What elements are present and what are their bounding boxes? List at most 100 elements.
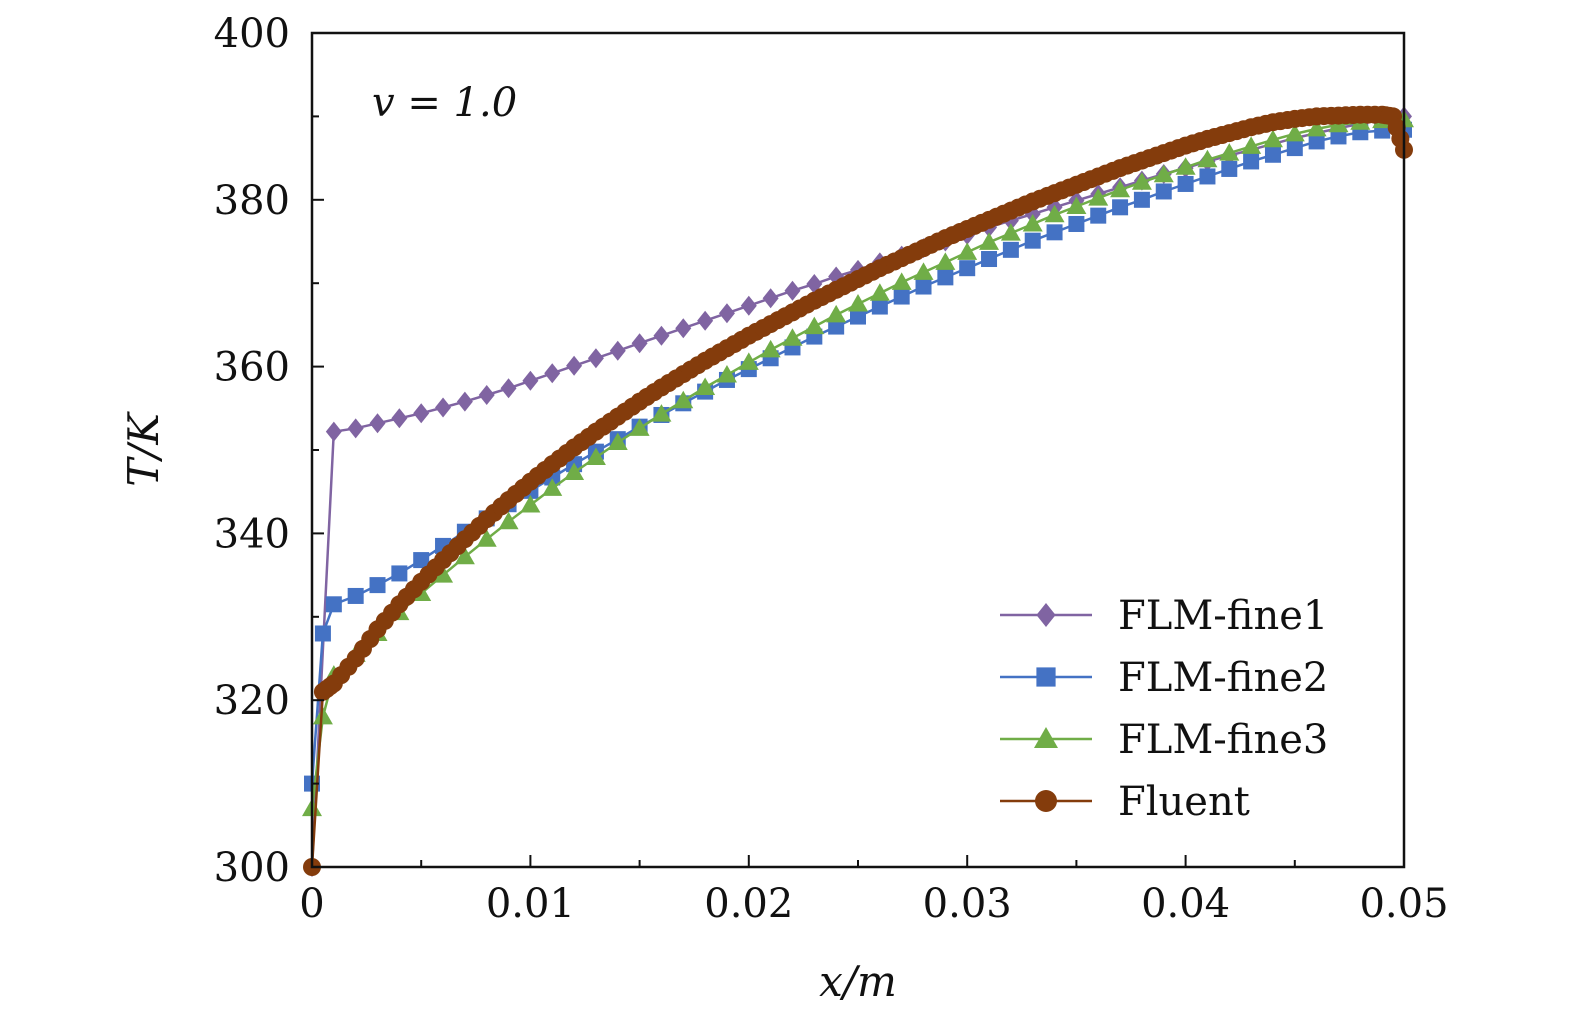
data-point bbox=[564, 462, 585, 481]
legend-swatch-marker bbox=[1035, 790, 1057, 812]
data-point bbox=[740, 295, 757, 316]
data-point bbox=[776, 307, 795, 326]
data-point bbox=[1213, 126, 1231, 145]
data-point bbox=[369, 577, 386, 594]
data-point bbox=[1081, 170, 1100, 189]
data-point bbox=[907, 242, 926, 261]
data-point bbox=[950, 223, 969, 242]
data-point bbox=[850, 308, 866, 325]
y-tick-label: 300 bbox=[214, 845, 290, 891]
data-point bbox=[1044, 204, 1065, 223]
data-point bbox=[607, 432, 628, 450]
data-point bbox=[413, 552, 430, 569]
data-point bbox=[1306, 118, 1327, 137]
data-point bbox=[1262, 129, 1283, 148]
data-point bbox=[631, 333, 648, 354]
data-point bbox=[557, 444, 576, 463]
x-tick-label: 0.03 bbox=[923, 881, 1012, 927]
data-point bbox=[1155, 183, 1172, 200]
data-point bbox=[653, 325, 670, 346]
data-point bbox=[981, 251, 998, 268]
data-point bbox=[314, 625, 331, 642]
data-point bbox=[520, 495, 541, 513]
legend-item-flm-fine3: FLM-fine3 bbox=[1000, 717, 1328, 763]
data-point bbox=[1103, 161, 1122, 180]
data-point bbox=[819, 284, 838, 303]
data-point bbox=[629, 418, 650, 436]
data-point bbox=[609, 340, 626, 361]
data-point bbox=[738, 352, 759, 370]
data-point bbox=[762, 288, 779, 309]
data-point bbox=[587, 348, 604, 369]
y-tick-label: 340 bbox=[214, 511, 290, 557]
data-point bbox=[1191, 132, 1210, 151]
data-point bbox=[325, 421, 342, 442]
data-point bbox=[347, 418, 364, 439]
data-point bbox=[782, 328, 803, 346]
data-point bbox=[871, 298, 888, 315]
data-point bbox=[841, 273, 860, 292]
data-point bbox=[1110, 179, 1131, 198]
data-point bbox=[667, 369, 685, 388]
data-point bbox=[937, 269, 954, 286]
data-point bbox=[1060, 178, 1079, 197]
data-point bbox=[913, 262, 934, 280]
data-point bbox=[885, 252, 904, 271]
legend-item-flm-fine2: FLM-fine2 bbox=[1000, 655, 1328, 701]
series-flm-fine3 bbox=[302, 109, 1414, 817]
data-point bbox=[710, 343, 729, 362]
data-point bbox=[514, 478, 533, 497]
data-point bbox=[383, 603, 402, 622]
data-point bbox=[1153, 164, 1174, 183]
data-point bbox=[1391, 129, 1410, 148]
data-point bbox=[454, 546, 475, 565]
data-point bbox=[798, 295, 817, 314]
x-tick-label: 0.02 bbox=[704, 881, 793, 927]
series-fluent-dense bbox=[317, 105, 1410, 699]
data-point bbox=[1022, 213, 1043, 232]
data-point bbox=[448, 537, 467, 556]
data-point bbox=[1016, 195, 1035, 214]
data-point bbox=[623, 397, 642, 416]
data-point bbox=[1088, 188, 1109, 206]
data-point bbox=[1169, 139, 1188, 158]
data-point bbox=[688, 356, 707, 375]
data-point bbox=[972, 213, 991, 232]
series-layer bbox=[302, 105, 1414, 877]
y-tick-label: 360 bbox=[214, 345, 290, 391]
data-point bbox=[1147, 146, 1166, 165]
data-point bbox=[869, 283, 890, 301]
data-point bbox=[784, 280, 801, 301]
data-point bbox=[325, 596, 342, 613]
data-point bbox=[426, 558, 445, 577]
data-point bbox=[732, 330, 751, 349]
legend: FLM-fine1 FLM-fine2 FLM-fine3 Fluent bbox=[1000, 593, 1328, 825]
data-point bbox=[1264, 146, 1281, 163]
data-point bbox=[522, 370, 539, 391]
x-tick-label: 0.04 bbox=[1141, 881, 1230, 927]
data-point bbox=[695, 377, 716, 395]
data-point bbox=[478, 384, 495, 405]
data-point bbox=[1175, 157, 1196, 175]
data-point bbox=[498, 511, 519, 530]
data-point bbox=[435, 397, 452, 418]
data-point bbox=[476, 529, 497, 547]
data-point bbox=[645, 383, 664, 402]
data-point bbox=[1330, 128, 1347, 145]
data-point bbox=[959, 260, 976, 277]
y-tick-label: 380 bbox=[214, 178, 290, 224]
data-point bbox=[1322, 106, 1341, 125]
data-point bbox=[1256, 114, 1275, 133]
data-point bbox=[391, 408, 408, 429]
data-point bbox=[1241, 136, 1262, 154]
data-point bbox=[1038, 186, 1057, 205]
data-point bbox=[1286, 140, 1303, 157]
data-point bbox=[566, 355, 583, 376]
data-point bbox=[1243, 153, 1260, 170]
ticks-layer: 0 0.01 0.02 0.03 0.04 0.05 300 320 340 360 380 400 bbox=[214, 11, 1449, 927]
legend-swatch-marker bbox=[1036, 667, 1056, 687]
data-point bbox=[347, 587, 364, 604]
data-point bbox=[1221, 160, 1238, 177]
data-point bbox=[675, 318, 692, 339]
